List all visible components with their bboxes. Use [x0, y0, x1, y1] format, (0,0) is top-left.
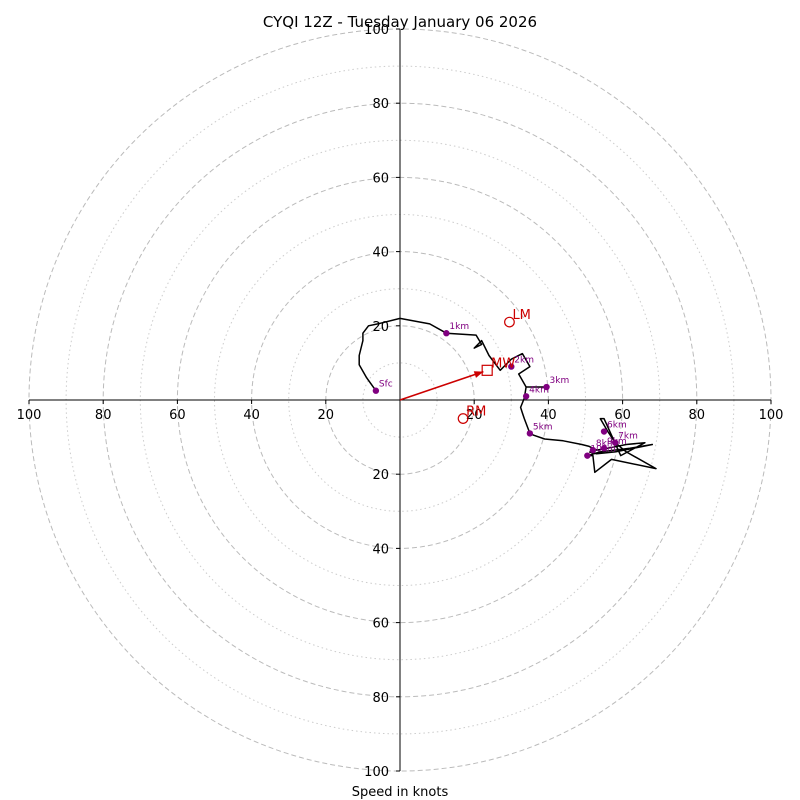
y-tick-label: 100 — [364, 765, 389, 780]
y-tick-label: 60 — [372, 171, 389, 186]
height-marker-dot — [600, 445, 608, 452]
height-marker-label: 8km — [596, 439, 616, 449]
x-tick-label: 40 — [243, 408, 260, 423]
x-tick-label: 80 — [95, 408, 112, 423]
mean-wind-marker — [481, 364, 493, 376]
height-marker-dot — [584, 452, 591, 459]
right-mover-marker — [457, 413, 469, 424]
height-marker-label: 2km — [514, 356, 534, 366]
x-tick-label: 20 — [466, 408, 483, 423]
height-marker-dot — [543, 383, 550, 391]
height-marker-dot — [372, 387, 380, 394]
height-marker-label: 10km — [590, 445, 615, 455]
height-marker-label: 4km — [529, 385, 549, 395]
left-mover-label: LM — [512, 308, 530, 323]
height-marker-dot — [611, 439, 619, 446]
tick-labels: 100 80 60 40 20 20 40 60 80 100100806040202040608… — [17, 23, 784, 780]
mean-wind-arrowhead — [473, 371, 484, 378]
height-marker-label: 3km — [550, 376, 570, 386]
chart-title: CYQI 12Z - Tuesday January 06 2026 — [263, 13, 537, 31]
right-mover-label: RM — [466, 405, 486, 420]
x-tick-label: 100 — [17, 408, 42, 423]
height-marker-label: 6km — [607, 421, 627, 431]
height-marker-dot — [589, 446, 597, 454]
x-tick-label: 40 — [540, 408, 557, 423]
height-marker-dot — [600, 428, 608, 435]
mean-wind-label: MW — [491, 356, 515, 371]
x-tick-label: 20 — [318, 408, 335, 423]
height-marker-label: 5km — [533, 422, 553, 432]
height-marker-dot — [443, 330, 450, 337]
y-tick-label: 40 — [372, 246, 389, 261]
height-marker-label: Sfc — [379, 380, 393, 390]
x-tick-label: 60 — [614, 408, 631, 423]
y-tick-label: 20 — [372, 468, 389, 483]
hodograph-trace-layer — [358, 317, 657, 474]
y-tick-label: 100 — [364, 23, 389, 38]
x-tick-label: 100 — [759, 408, 784, 423]
y-tick-label: 80 — [372, 691, 389, 706]
y-tick-label: 40 — [372, 542, 389, 557]
height-marker-dot — [526, 430, 534, 437]
x-axis-label: Speed in knots — [352, 785, 449, 800]
height-marker-dot — [522, 393, 530, 400]
height-marker-label: 7km — [618, 432, 638, 442]
mean-wind-vector — [399, 370, 484, 401]
storm-motion-markers: MW RM LM — [399, 308, 531, 424]
left-mover-marker — [504, 316, 515, 328]
height-marker-dot — [508, 363, 515, 370]
x-tick-label: 60 — [169, 408, 186, 423]
height-marker-label: 1km — [449, 322, 469, 332]
y-tick-label: 60 — [372, 617, 389, 632]
height-marker-label: 9km — [607, 437, 627, 447]
hodograph-trace — [358, 317, 657, 474]
y-tick-label: 80 — [372, 97, 389, 112]
x-tick-label: 80 — [689, 408, 706, 423]
